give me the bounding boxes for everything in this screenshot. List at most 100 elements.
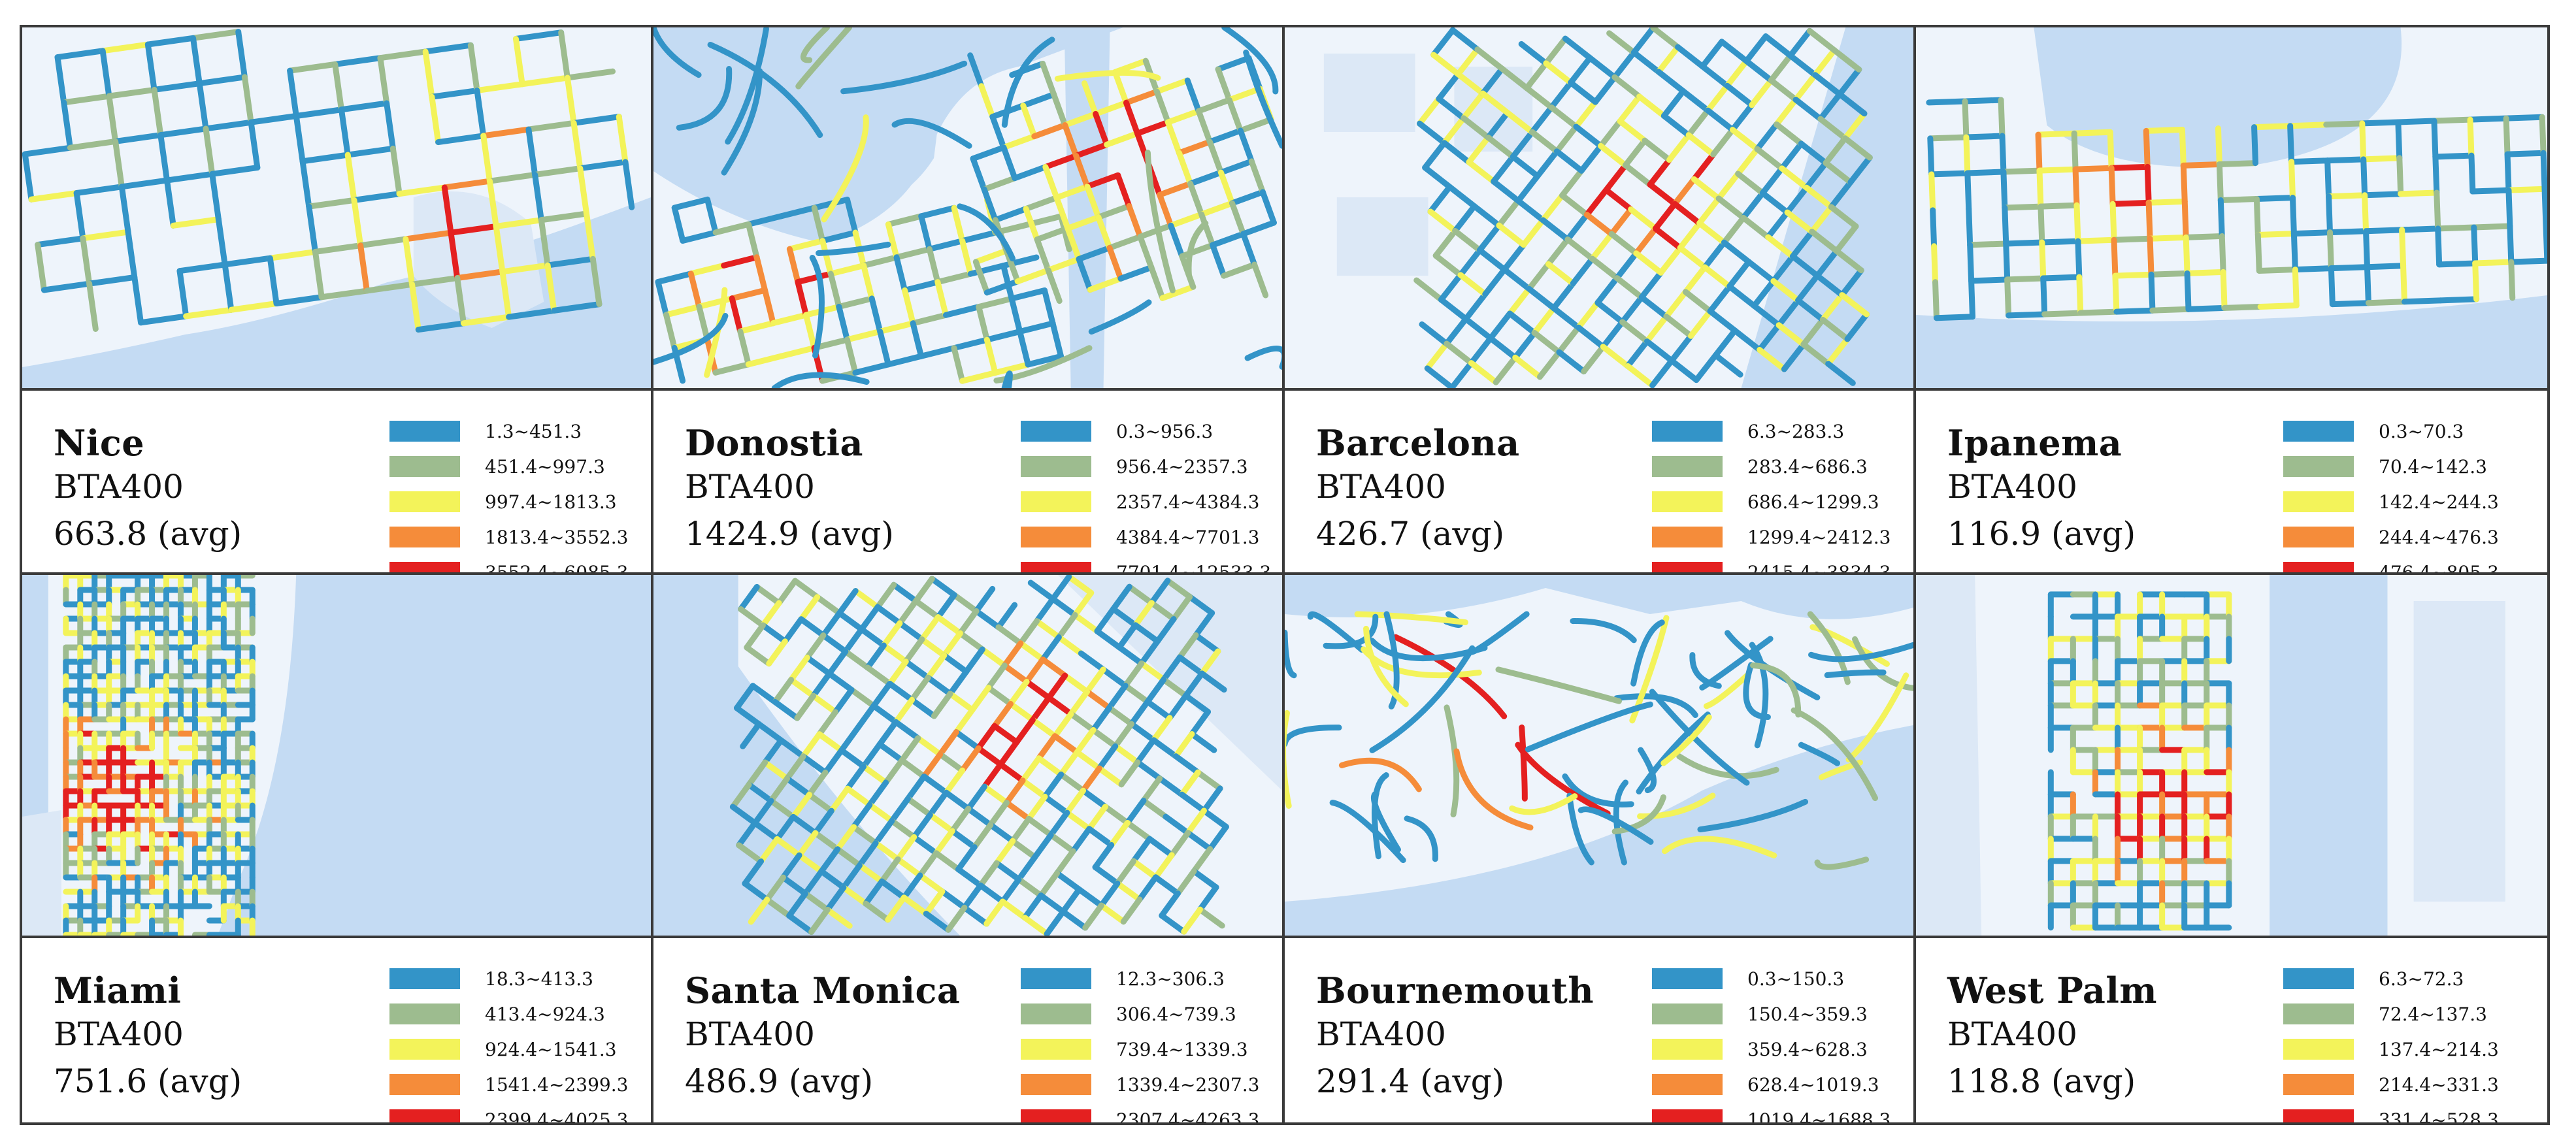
street-segment <box>917 872 946 895</box>
street-segment <box>151 80 203 93</box>
street-segment <box>384 100 396 152</box>
legend-item: 2357.4~4384.3 <box>1021 487 1271 516</box>
street-segment <box>61 93 112 106</box>
street-segment <box>1436 95 1467 122</box>
street-segment <box>1781 341 1807 372</box>
street-segment <box>1699 63 1730 89</box>
street-segment <box>904 796 933 818</box>
legend-swatch <box>389 1003 460 1024</box>
street-segment <box>929 576 957 598</box>
street-segment <box>2072 165 2115 172</box>
street-segment <box>2002 204 2009 247</box>
street-segment <box>746 759 768 788</box>
street-segment <box>209 165 261 177</box>
street-segment <box>887 659 909 687</box>
street-segment <box>1745 259 1777 284</box>
street-segment <box>222 261 235 313</box>
legend-swatch <box>2283 527 2354 547</box>
street-segment <box>1134 119 1171 137</box>
street-segment <box>1124 819 1153 842</box>
street-segment <box>1757 322 1782 353</box>
metric-label: BTA400 <box>1947 468 2077 506</box>
street-segment <box>902 636 925 665</box>
street-segment <box>1021 915 1050 936</box>
street-segment <box>1025 793 1048 822</box>
street-segment <box>1461 90 1486 122</box>
metric-label: BTA400 <box>54 468 184 506</box>
street-segment <box>1117 264 1155 282</box>
street-segment <box>824 906 853 929</box>
legend-range: 18.3~413.3 <box>485 968 593 990</box>
street-segment <box>1126 203 1144 240</box>
legend-item: 451.4~997.3 <box>389 452 628 481</box>
street-segment <box>772 698 801 721</box>
street-segment <box>786 238 826 252</box>
street-segment <box>2216 161 2224 203</box>
metric-label: BTA400 <box>1316 1015 1446 1053</box>
street-segment <box>1244 346 1282 370</box>
street-segment <box>1003 800 1032 822</box>
street-segment <box>203 119 254 132</box>
street-segment <box>1150 715 1173 743</box>
legend-item: 1.3~451.3 <box>389 417 628 446</box>
panel-barcelona: Barcelona BTA400 426.7 (avg) 6.3~283.3 2… <box>1285 27 1916 575</box>
street-segment <box>2467 116 2475 159</box>
street-segment <box>558 29 570 81</box>
street-segment <box>1531 329 1562 355</box>
street-segment <box>1603 187 1634 212</box>
street-segment <box>1058 771 1087 794</box>
street-segment <box>2467 115 2509 123</box>
street-segment <box>1144 698 1173 721</box>
street-segment <box>1042 152 1080 171</box>
street-segment <box>422 48 435 100</box>
street-segment <box>1462 291 1489 322</box>
street-segment <box>248 119 261 171</box>
street-segment <box>1183 693 1212 715</box>
street-segment <box>409 281 421 333</box>
city-name: Ipanema <box>1947 422 2122 464</box>
street-segment <box>2503 114 2545 122</box>
street-segment <box>919 636 948 659</box>
street-segment <box>959 229 999 244</box>
street-segment <box>1795 272 1821 304</box>
street-segment <box>1023 195 1060 212</box>
street-segment <box>1839 267 1864 299</box>
street-segment <box>1606 30 1637 56</box>
legend-range: 72.4~137.3 <box>2379 1003 2487 1025</box>
street-segment <box>1422 140 1447 171</box>
street-segment <box>768 798 797 820</box>
street-segment <box>1086 826 1115 848</box>
street-segment <box>1053 183 1091 201</box>
street-segment <box>1562 773 1634 808</box>
street-segment <box>891 118 972 149</box>
street-segment <box>1787 27 1813 59</box>
street-segment <box>1457 272 1489 297</box>
street-segment <box>2107 129 2115 171</box>
street-map-svg <box>1916 575 2547 936</box>
street-segment <box>1570 255 1596 287</box>
street-segment <box>1452 227 1483 253</box>
street-segment <box>707 41 823 139</box>
street-segment <box>941 652 970 675</box>
street-segment <box>953 729 982 751</box>
street-segment <box>1003 777 1026 806</box>
street-segment <box>351 191 403 203</box>
street-segment <box>1191 868 1219 890</box>
panel-donostia: Donostia BTA400 1424.9 (avg) 0.3~956.3 9… <box>653 27 1285 575</box>
legend-swatch <box>2283 491 2354 512</box>
street-segment <box>1023 206 1040 243</box>
street-segment <box>339 106 351 158</box>
street-segment <box>911 811 933 840</box>
street-segment <box>1198 670 1227 693</box>
street-segment <box>2219 233 2226 275</box>
street-segment <box>942 304 982 318</box>
street-segment <box>2326 192 2368 200</box>
street-segment <box>144 41 157 93</box>
street-segment <box>788 676 817 699</box>
street-segment <box>1660 112 1692 139</box>
street-segment <box>1195 97 1232 114</box>
street-segment <box>745 221 760 261</box>
street-segment <box>826 670 855 693</box>
street-segment <box>1084 689 1113 711</box>
street-segment <box>993 860 1022 883</box>
